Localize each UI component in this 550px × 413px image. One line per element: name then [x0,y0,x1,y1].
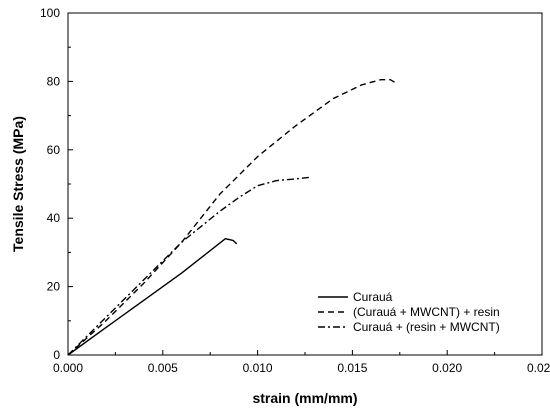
y-tick-label: 100 [40,6,60,20]
y-tick-label: 20 [47,280,61,294]
series-lines [67,78,397,356]
x-tick-label: 0.025 [527,361,550,375]
legend-label-1: Curauá [353,290,393,304]
x-tick-label: 0.000 [53,361,83,375]
y-tick-label: 40 [47,211,61,225]
x-tick-label: 0.020 [432,361,462,375]
y-tick-label: 0 [53,348,60,362]
y-tick-label: 80 [47,74,61,88]
x-axis-title: strain (mm/mm) [252,390,357,406]
legend-label-3: Curauá + (resin + MWCNT) [353,320,500,334]
series-line-1 [67,237,238,356]
y-axis-title: Tensile Stress (MPa) [10,116,26,252]
series-line-3 [67,176,311,356]
x-tick-label: 0.010 [243,361,273,375]
y-tick-label: 60 [47,143,61,157]
x-axis-ticks: 0.000 0.005 0.010 0.015 0.020 0.025 [53,350,550,375]
x-tick-label: 0.015 [337,361,367,375]
legend-label-2: (Curauá + MWCNT) + resin [353,305,500,319]
series-line-2 [67,78,397,356]
x-tick-label: 0.005 [148,361,178,375]
